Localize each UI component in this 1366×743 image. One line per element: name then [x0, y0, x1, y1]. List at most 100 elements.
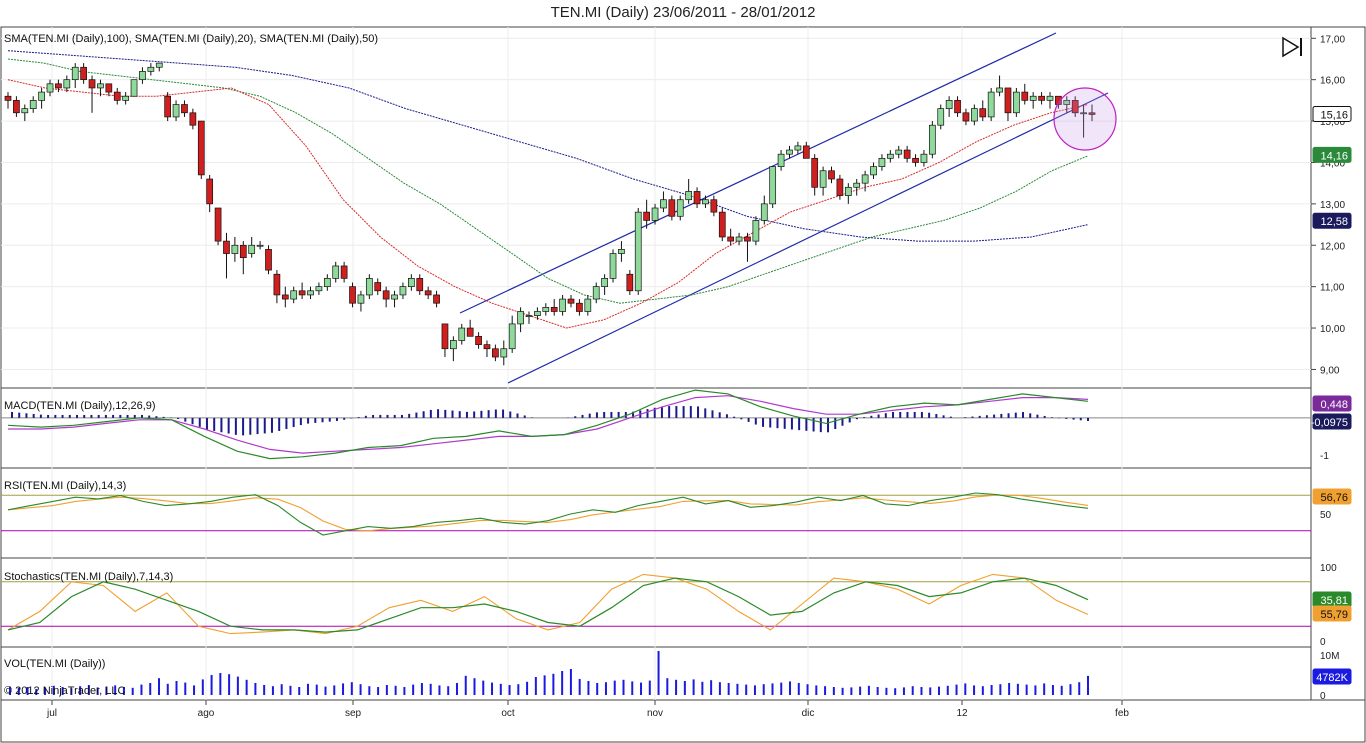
candle-body [374, 282, 382, 292]
rsi-panel-label: RSI(TEN.MI (Daily),14,3) [4, 480, 126, 492]
rsi-y-tick-label: 50 [1320, 510, 1332, 521]
candle-body [122, 95, 129, 101]
candle-body [273, 273, 281, 296]
candle-body [861, 174, 869, 184]
candle-body [492, 348, 499, 358]
x-tick-label: nov [647, 708, 663, 719]
price-panel [4, 32, 1117, 384]
volume-panel [9, 651, 1089, 695]
sma50-badge: 14,16 [1320, 150, 1348, 162]
grid-lines [1, 27, 1311, 700]
candle-body [811, 157, 819, 188]
chart-title: TEN.MI (Daily) 23/06/2011 - 28/01/2012 [550, 4, 816, 21]
macd-badge-bg [1312, 395, 1352, 412]
candle-body [323, 278, 331, 288]
candle-body [853, 182, 861, 188]
candle-body [214, 207, 222, 242]
y-tick-label: 13,00 [1320, 200, 1345, 211]
candle-body [298, 290, 306, 296]
sma100-line [7, 50, 1089, 242]
candle-body [113, 91, 121, 101]
candle-body [576, 302, 583, 312]
candle-body [685, 191, 693, 201]
candle-body [752, 220, 760, 242]
sma50-line [7, 58, 1089, 304]
stochastics-panel-label: Stochastics(TEN.MI (Daily),7,14,3) [4, 571, 173, 583]
candle-body [441, 323, 449, 350]
copyright-text: © 2012 NinjaTrader, LLC [4, 685, 125, 697]
candle-body [609, 253, 617, 279]
candle-body [693, 191, 701, 205]
candle-body [786, 149, 793, 155]
candle-body [760, 203, 768, 221]
stochastics-panel [1, 573, 1311, 635]
sma100-badge: 12,58 [1320, 216, 1348, 228]
candle-body [718, 211, 726, 238]
candle-body [1021, 91, 1029, 101]
candle-body [912, 157, 919, 163]
candle-body [46, 83, 54, 93]
candle-body [147, 66, 155, 72]
volume-badge: 4782K [1316, 672, 1348, 684]
volume-badge-bg [1312, 668, 1352, 685]
candle-body [206, 178, 214, 205]
x-tick-label: feb [1115, 708, 1129, 719]
candle-body [399, 286, 407, 296]
macd-hist-badge: -0,0975 [1311, 417, 1348, 429]
candle-body [21, 108, 29, 114]
macd-hist-badge-bg [1312, 413, 1352, 430]
candle-body [1013, 91, 1020, 114]
candle-body [836, 178, 844, 196]
highlight-circle [1053, 87, 1117, 151]
candle-body [357, 294, 365, 304]
candle-body [819, 170, 827, 188]
candle-body [567, 298, 575, 304]
trend-channel-line [459, 32, 1057, 314]
macd-panel-label: MACD(TEN.MI (Daily),12,26,9) [4, 400, 156, 412]
candle-body [223, 240, 230, 254]
price-panel-label: SMA(TEN.MI (Daily),100), SMA(TEN.MI (Dai… [4, 33, 378, 45]
candle-body [668, 199, 676, 217]
candle-body [777, 153, 785, 167]
axis-labels: jul ago sep oct nov dic 12 feb 9,00 10,00 11,00 12,… [46, 34, 1352, 719]
candle-body [710, 199, 718, 213]
candle-body [1029, 95, 1037, 101]
candle-body [735, 236, 743, 242]
candle-body [1038, 95, 1045, 101]
x-tick-label: sep [345, 708, 362, 719]
candle-body [29, 100, 37, 110]
candle-body [886, 153, 894, 159]
candle-body [164, 95, 172, 118]
candle-body [4, 95, 12, 101]
candle-body [971, 108, 978, 122]
candle-body [660, 199, 667, 209]
y-tick-label: 11,00 [1320, 283, 1345, 294]
y-tick-label: 16,00 [1320, 76, 1345, 87]
candle-body [878, 157, 886, 167]
candle-body [63, 79, 71, 89]
candle-body [382, 290, 390, 300]
candle-body [88, 79, 96, 89]
candle-body [550, 306, 558, 312]
stoch-y-tick-label: 0 [1320, 637, 1326, 648]
y-tick-label: 9,00 [1320, 365, 1340, 376]
y-tick-label: 12,00 [1320, 241, 1345, 252]
candle-body [349, 286, 356, 304]
rsi-line [7, 492, 1089, 536]
candle-body [391, 294, 398, 300]
candle-body [290, 290, 298, 300]
candle-body [38, 91, 45, 101]
candle-body [13, 100, 20, 114]
candle-body [105, 83, 113, 93]
candle-body [584, 298, 592, 312]
stoch-d-badge: 35,81 [1320, 595, 1348, 607]
candle-body [407, 278, 415, 288]
candle-body [794, 145, 802, 151]
rsi-badge: 56,76 [1320, 492, 1348, 504]
scroll-to-end-icon[interactable] [1282, 36, 1302, 58]
candle-body [828, 170, 835, 180]
volume-y-tick-label: 0 [1320, 691, 1326, 702]
y-tick-label: 10,00 [1320, 324, 1345, 335]
